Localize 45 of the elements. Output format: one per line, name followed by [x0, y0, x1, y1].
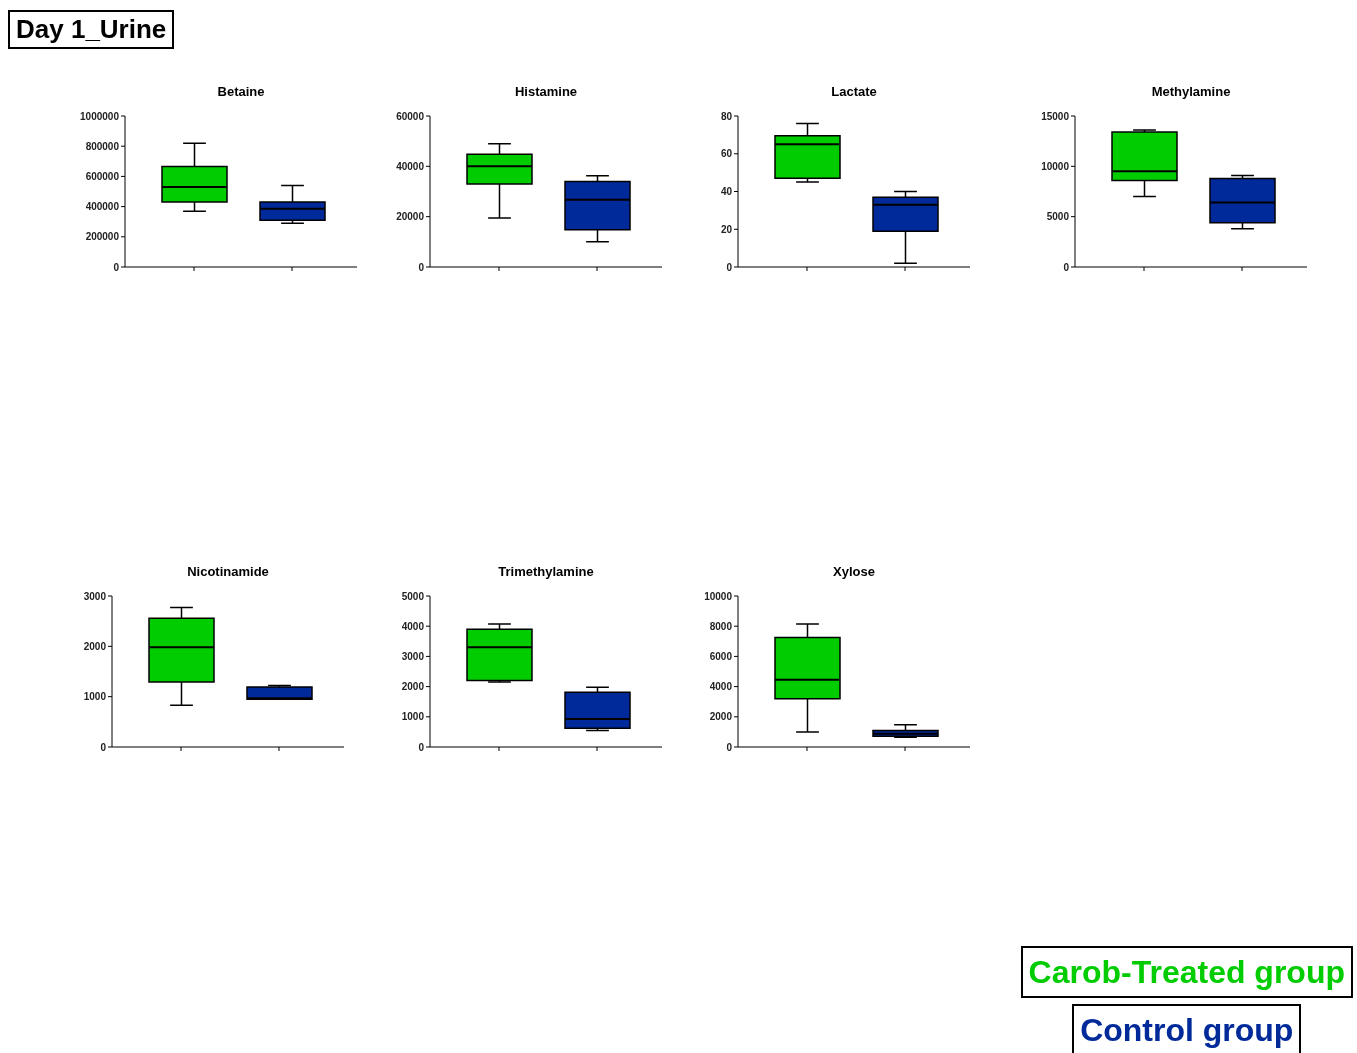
chart-title: Histamine: [513, 84, 579, 101]
text: Control group: [1072, 1004, 1302, 1053]
y-tick-label: 3000: [83, 590, 107, 602]
y-tick-label: 800000: [85, 140, 120, 152]
y-tick-label: 4000: [709, 681, 733, 693]
y-tick-label: 2000: [83, 640, 107, 652]
y-tick-label: 600000: [85, 170, 120, 182]
text: Day 1_Urine: [8, 10, 175, 49]
chart-title: Methylamine: [1150, 84, 1232, 101]
y-tick-label: 1000000: [80, 110, 120, 122]
y-tick-label: 10000: [704, 590, 733, 602]
y-tick-label: 6000: [709, 650, 733, 662]
chart-title: Nicotinamide: [186, 564, 270, 581]
y-tick-label: 0: [726, 261, 733, 273]
y-tick-label: 80: [720, 110, 733, 122]
chart-title: Trimethylamine: [497, 564, 595, 581]
y-tick-label: 5000: [1046, 211, 1070, 223]
y-tick-label: 15000: [1041, 110, 1070, 122]
y-tick-label: 3000: [401, 650, 425, 662]
y-tick-label: 2000: [401, 681, 425, 693]
y-tick-label: 4000: [401, 620, 425, 632]
y-tick-label: 0: [1063, 261, 1070, 273]
y-tick-label: 8000: [709, 620, 733, 632]
y-tick-label: 60000: [396, 110, 425, 122]
y-tick-label: 0: [726, 741, 733, 753]
y-tick-label: 2000: [709, 711, 733, 723]
y-tick-label: 200000: [85, 231, 120, 243]
y-tick-label: 1000: [83, 691, 107, 703]
y-tick-label: 20000: [396, 211, 425, 223]
y-tick-label: 5000: [401, 590, 425, 602]
y-tick-label: 20: [720, 223, 733, 235]
y-tick-label: 0: [113, 261, 120, 273]
y-tick-label: 0: [418, 261, 425, 273]
text: Carob-Treated group: [1020, 946, 1353, 998]
y-tick-label: 40: [720, 186, 733, 198]
y-tick-label: 0: [100, 741, 107, 753]
chart-title: Betaine: [216, 84, 266, 101]
y-tick-label: 1000: [401, 711, 425, 723]
y-tick-label: 400000: [85, 201, 120, 213]
y-tick-label: 10000: [1041, 160, 1070, 172]
y-tick-label: 40000: [396, 160, 425, 172]
y-tick-label: 0: [418, 741, 425, 753]
chart-title: Xylose: [832, 564, 876, 581]
chart-title: Lactate: [830, 84, 878, 101]
y-tick-label: 60: [720, 148, 733, 160]
